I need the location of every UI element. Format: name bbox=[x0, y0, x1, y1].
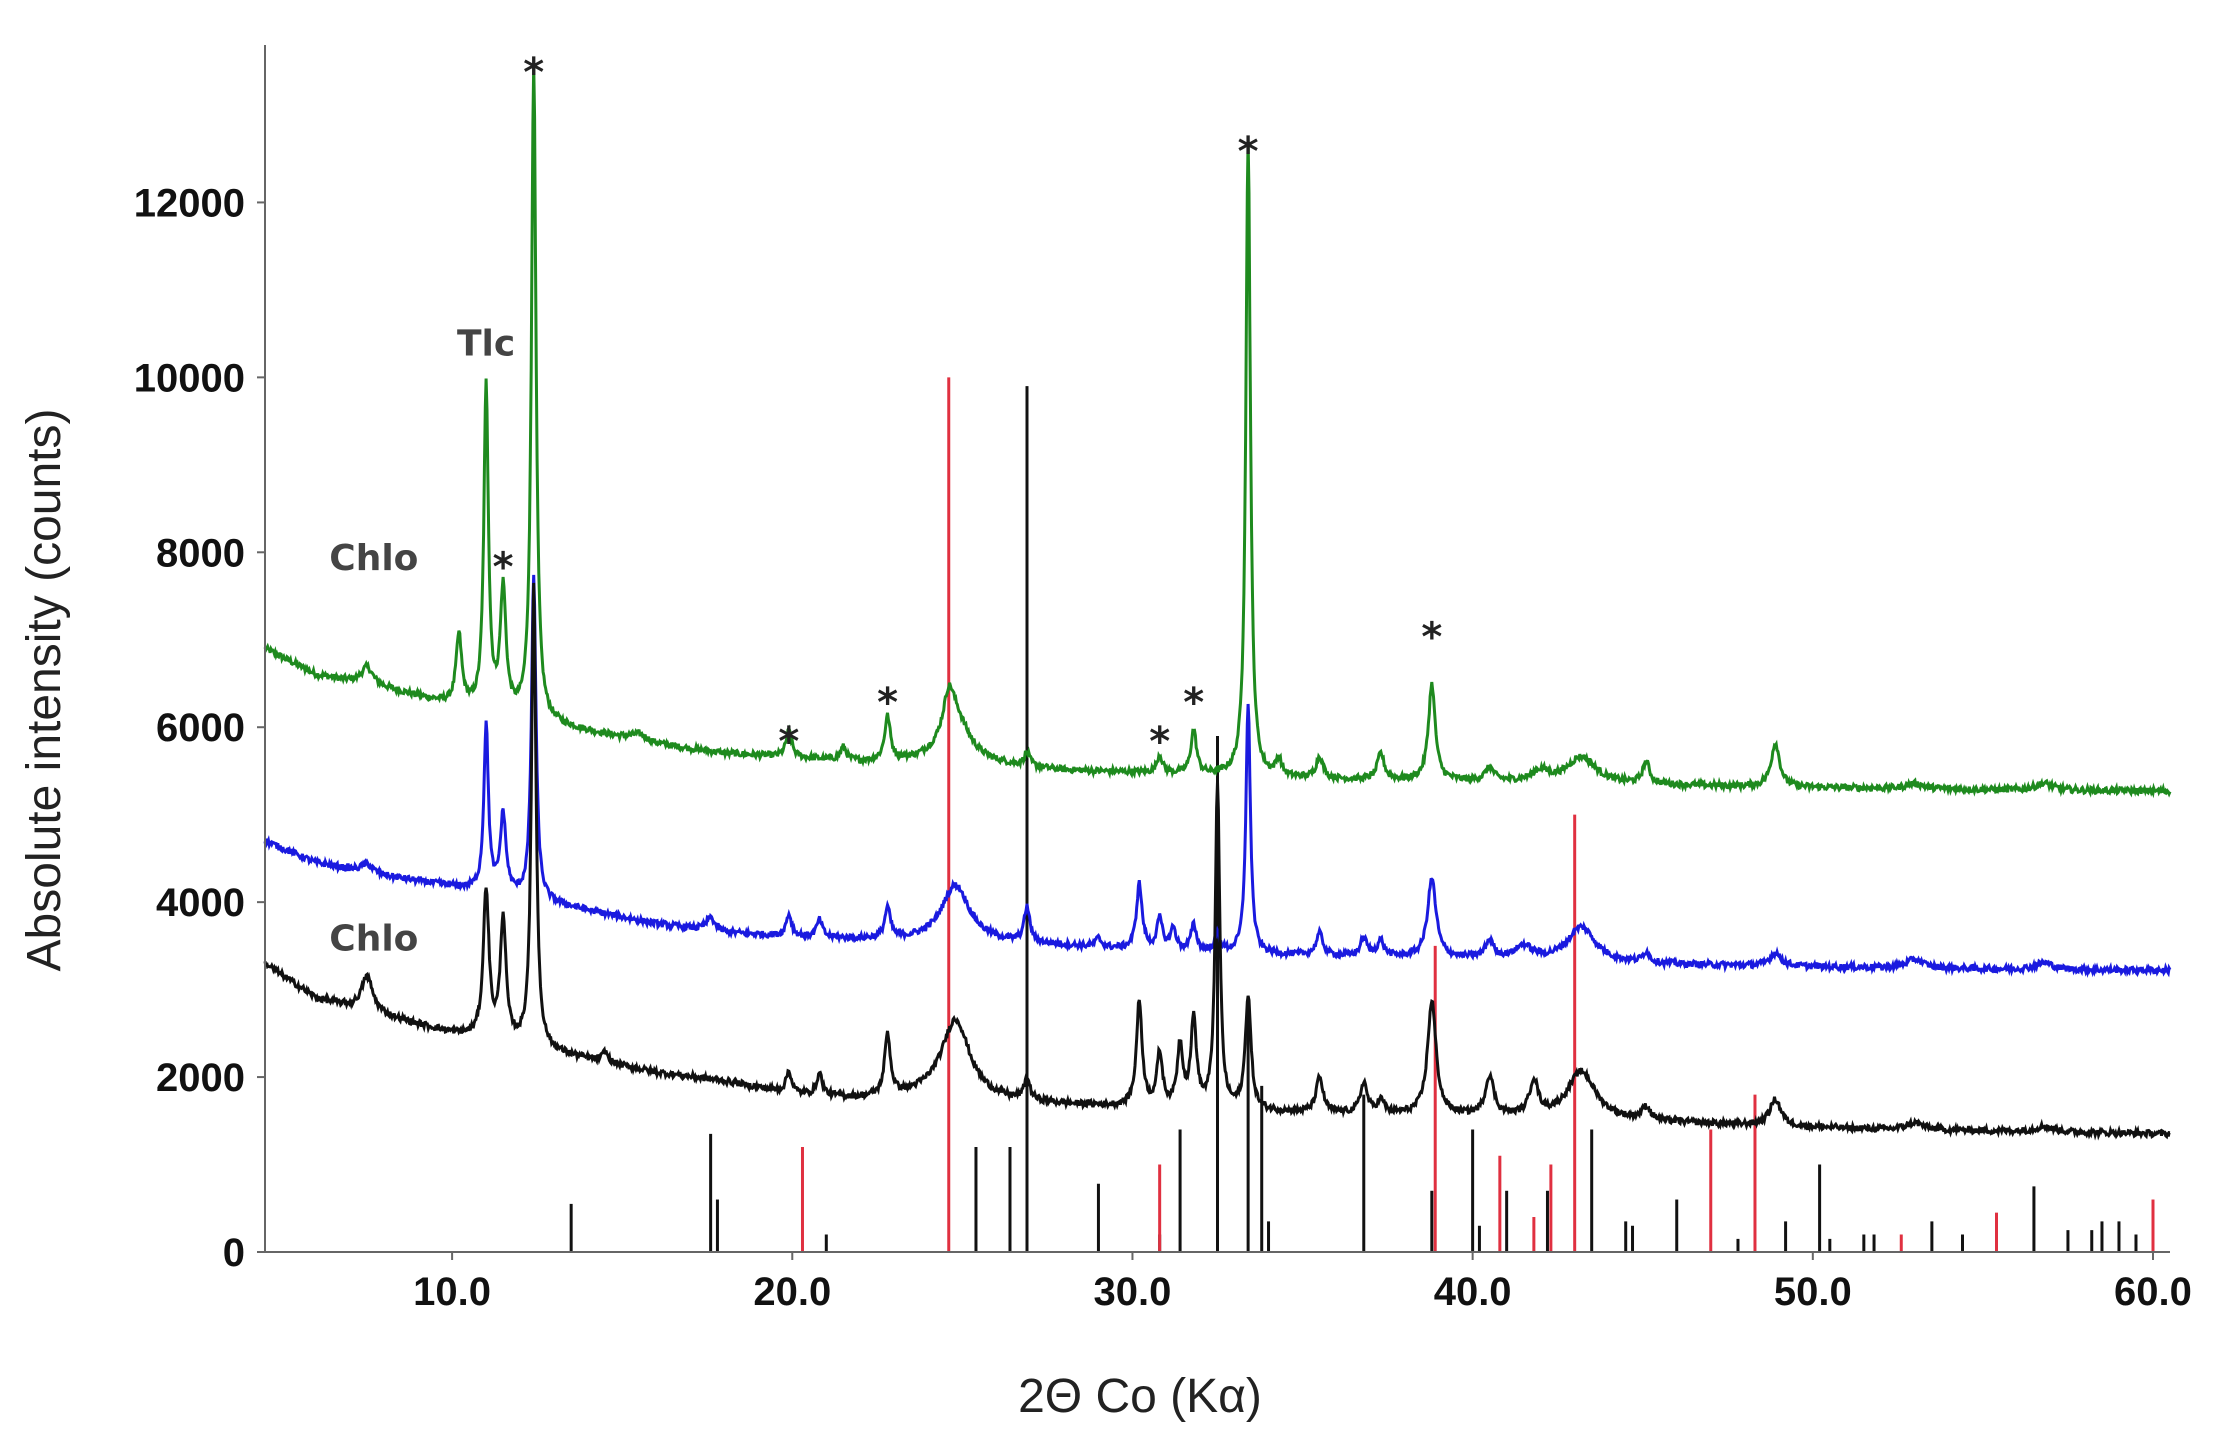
y-tick-label: 0 bbox=[223, 1231, 245, 1275]
phase-annotation: Tlc bbox=[457, 323, 515, 364]
x-tick-label: 40.0 bbox=[1434, 1270, 1512, 1314]
series-line bbox=[263, 574, 2172, 978]
x-tick-label: 10.0 bbox=[413, 1270, 491, 1314]
series-line bbox=[263, 582, 2171, 1141]
axes bbox=[264, 45, 2170, 1253]
y-tick-label: 10000 bbox=[134, 356, 245, 400]
star-marker: * bbox=[778, 719, 799, 765]
y-axis-title: Absolute intensity (counts) bbox=[18, 409, 71, 972]
y-tick-label: 4000 bbox=[156, 881, 245, 925]
x-tick-label: 30.0 bbox=[1094, 1270, 1172, 1314]
series-line bbox=[263, 64, 2172, 799]
star-marker: * bbox=[1149, 719, 1170, 765]
star-marker: * bbox=[523, 50, 544, 96]
y-tick-label: 2000 bbox=[156, 1056, 245, 1100]
star-marker: * bbox=[1421, 614, 1442, 660]
star-marker: * bbox=[877, 680, 898, 726]
plot-area: Chlo Tlc Chlo * * * * * * * * bbox=[263, 50, 2172, 1252]
x-tick-label: 50.0 bbox=[1774, 1270, 1852, 1314]
x-tick-label: 20.0 bbox=[753, 1270, 831, 1314]
y-tick-label: 8000 bbox=[156, 531, 245, 575]
x-tick-label: 60.0 bbox=[2114, 1270, 2192, 1314]
ticks: 0 2000 4000 6000 8000 10000 12000 10.0 20.0 30.0 4… bbox=[134, 181, 2192, 1314]
y-tick-label: 6000 bbox=[156, 706, 245, 750]
phase-annotation: Chlo bbox=[329, 918, 418, 959]
star-marker: * bbox=[493, 544, 514, 590]
x-axis-title: 2Θ Co (Kα) bbox=[1018, 1370, 1262, 1423]
star-marker: * bbox=[1238, 129, 1259, 175]
phase-annotation: Chlo bbox=[329, 538, 418, 579]
y-tick-label: 12000 bbox=[134, 181, 245, 225]
star-marker: * bbox=[1183, 680, 1204, 726]
